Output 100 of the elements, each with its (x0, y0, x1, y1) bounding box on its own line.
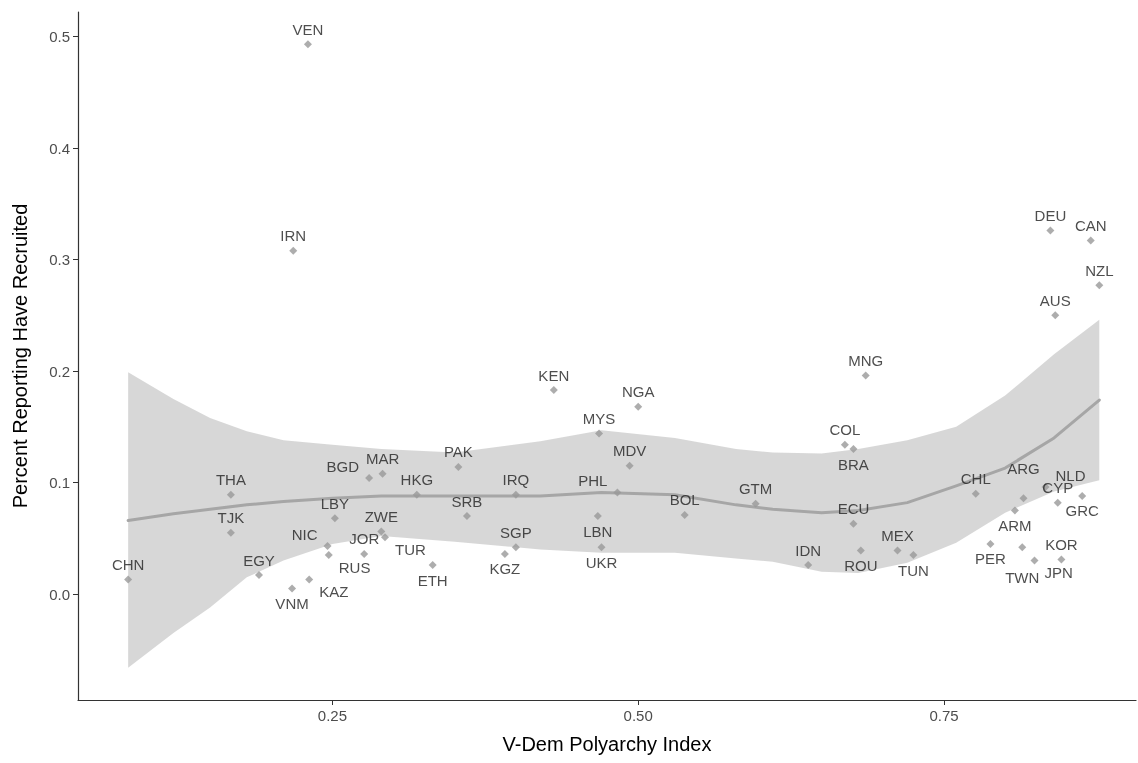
point (593, 512, 602, 521)
point (289, 246, 298, 255)
annotation: IDN (795, 541, 822, 559)
point (428, 561, 437, 570)
point (849, 519, 858, 528)
point (1057, 555, 1066, 564)
point (856, 546, 865, 555)
annotation: TUN (897, 561, 929, 579)
point (1051, 311, 1060, 320)
annotation: MDV (612, 442, 647, 460)
annotation: ARM (998, 516, 1032, 534)
point (124, 575, 133, 584)
y-tick-label: 0.4 (49, 139, 70, 157)
annotation: IRN (280, 227, 307, 245)
point (330, 514, 339, 523)
y-tick-label: 0.3 (49, 251, 70, 269)
annotation: CAN (1074, 217, 1107, 235)
point (804, 561, 813, 570)
point (324, 551, 333, 560)
y-tick-label: 0.2 (49, 362, 70, 380)
point (971, 489, 980, 498)
annotation: VEN (292, 20, 324, 38)
annotation: BGD (326, 457, 360, 475)
annotation: ZWE (364, 508, 398, 526)
annotation: TJK (217, 509, 245, 527)
annotation: KAZ (319, 583, 349, 601)
point (323, 542, 332, 551)
point (511, 490, 520, 499)
point (381, 533, 389, 542)
point (511, 543, 520, 552)
annotation: BOL (669, 491, 700, 509)
annotation: KEN (538, 366, 570, 384)
annotation: JPN (1044, 564, 1073, 582)
annotation: ETH (417, 571, 448, 589)
annotation: MNG (848, 352, 884, 370)
point (1078, 491, 1087, 500)
annotation: ECU (837, 500, 870, 518)
point (1019, 494, 1028, 503)
point (909, 551, 918, 560)
annotation: ROU (844, 557, 878, 575)
annotation: EGY (243, 551, 275, 569)
point (1046, 226, 1055, 235)
x-tick-label: 0.25 (317, 707, 348, 724)
point (595, 429, 604, 438)
y-tick-label: 0.5 (49, 28, 70, 46)
point (613, 488, 622, 497)
annotation: MYS (582, 410, 616, 427)
annotation: GTM (738, 480, 773, 498)
point (625, 461, 634, 470)
point (360, 549, 369, 558)
point (1053, 498, 1062, 507)
point (1030, 556, 1039, 565)
annotation: VNM (275, 594, 309, 612)
x-tick-label: 0.75 (929, 707, 959, 724)
annotation: JOR (349, 530, 380, 548)
point (986, 539, 995, 548)
annotation: DEU (1034, 207, 1067, 225)
y-axis-title: Percent Reporting Have Recruited (9, 203, 31, 509)
annotation: HKG (400, 471, 434, 489)
annotation: CHL (960, 470, 991, 488)
annotation: SRB (451, 492, 483, 510)
annotation: ARG (1007, 459, 1040, 477)
y-tick-label: 0.0 (49, 585, 70, 603)
point (893, 546, 902, 555)
point (1095, 281, 1104, 290)
point (454, 462, 463, 471)
point (849, 445, 858, 454)
point (680, 510, 689, 519)
annotation: NZL (1085, 261, 1114, 279)
point (500, 549, 509, 558)
annotation: SGP (500, 523, 532, 541)
point (303, 40, 312, 49)
point (1086, 236, 1095, 245)
x-tick-label: 0.50 (623, 707, 653, 724)
annotation: NIC (291, 525, 318, 543)
point (412, 490, 421, 499)
annotation: TWN (1005, 568, 1040, 586)
annotation: GRC (1065, 502, 1100, 520)
annotation: CHN (111, 556, 145, 574)
point (226, 490, 235, 499)
annotation: AUS (1039, 291, 1071, 309)
point (597, 543, 606, 552)
point (377, 527, 386, 536)
annotation: MAR (365, 450, 400, 468)
annotation: NLD (1055, 466, 1086, 484)
annotation: KOR (1045, 536, 1078, 553)
annotation: IRQ (502, 471, 530, 489)
point (840, 440, 849, 449)
point (634, 402, 643, 411)
point (549, 386, 558, 395)
annotation: RUS (338, 558, 371, 576)
annotation: THA (215, 471, 246, 489)
annotation: BRA (838, 455, 869, 473)
point (751, 499, 760, 508)
point (226, 528, 235, 537)
point (255, 571, 264, 580)
annotation: PHL (578, 472, 608, 490)
annotation: TUR (395, 540, 426, 558)
annotation: UKR (585, 553, 618, 571)
annotation: PER (975, 550, 1007, 568)
